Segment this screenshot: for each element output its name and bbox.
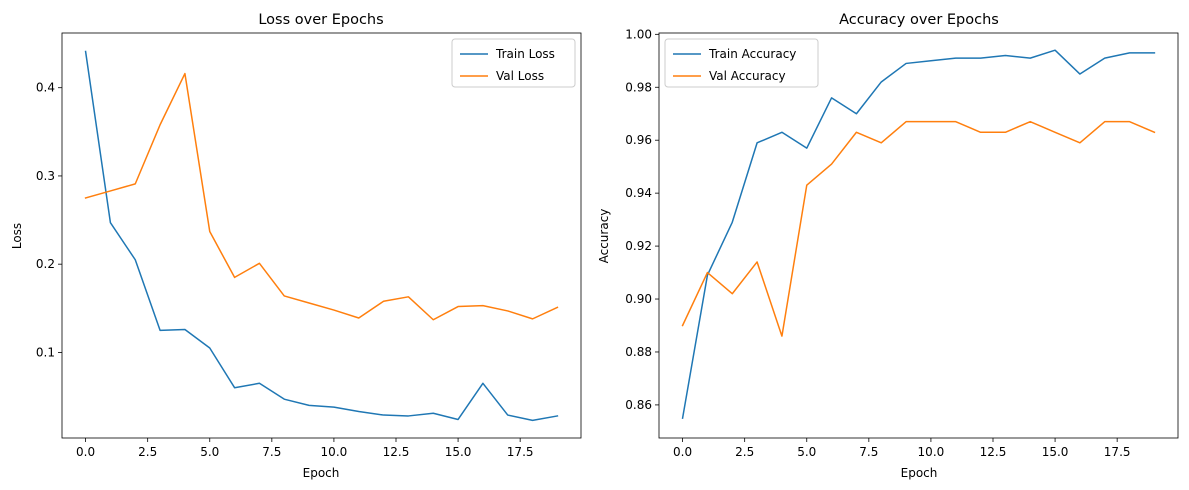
- loss-chart-xtick-label: 2.5: [138, 445, 157, 459]
- loss-chart-xtick-label: 0.0: [76, 445, 95, 459]
- loss-chart-ticks: 0.0 2.5 5.0 7.5 10.0 12.5 15.0 17.5 0.1 0.2 0.3 0.4: [36, 81, 534, 459]
- accuracy-chart-series-val-line: [681, 120, 1156, 337]
- loss-chart-series-val-line: [84, 72, 559, 321]
- loss-chart-ytick-label: 0.2: [36, 257, 55, 271]
- accuracy-chart-ytick-label: 0.90: [625, 292, 652, 306]
- loss-chart-xtick-label: 10.0: [321, 445, 348, 459]
- accuracy-chart: Accuracy over Epochs Epoch Accuracy 0.0 2…: [597, 12, 1179, 480]
- accuracy-chart-legend-box: [664, 38, 819, 88]
- accuracy-chart-xtick-label: 12.5: [980, 445, 1007, 459]
- accuracy-chart-xtick-label: 2.5: [735, 445, 754, 459]
- loss-chart-xtick-label: 12.5: [383, 445, 410, 459]
- accuracy-chart-lines: [681, 49, 1156, 420]
- loss-chart-xtick-label: 7.5: [262, 445, 281, 459]
- accuracy-chart-axes-frame: [658, 32, 1179, 439]
- accuracy-chart-ytick-label: 0.92: [625, 239, 652, 253]
- accuracy-chart-xtick-label: 5.0: [797, 445, 816, 459]
- accuracy-chart-legend-label: Val Accuracy: [709, 69, 786, 83]
- loss-chart-lines: [84, 50, 559, 422]
- loss-chart-legend: Train Loss Val Loss: [451, 38, 576, 88]
- loss-chart-xtick-label: 15.0: [445, 445, 472, 459]
- loss-chart-xtick-label: 17.5: [507, 445, 534, 459]
- accuracy-chart-ticks: 0.0 2.5 5.0 7.5 10.0 12.5 15.0 17.5 0.86 0.88 0.90…: [625, 27, 1130, 459]
- accuracy-chart-ylabel: Accuracy: [597, 209, 611, 264]
- accuracy-chart-xtick-label: 7.5: [859, 445, 878, 459]
- accuracy-chart-ytick-label: 0.96: [625, 133, 652, 147]
- loss-chart-xtick-label: 5.0: [200, 445, 219, 459]
- accuracy-chart-xtick-label: 15.0: [1042, 445, 1069, 459]
- accuracy-chart-legend: Train Accuracy Val Accuracy: [664, 38, 819, 88]
- accuracy-chart-xtick-label: 0.0: [673, 445, 692, 459]
- accuracy-chart-title: Accuracy over Epochs: [839, 12, 999, 28]
- loss-chart-title: Loss over Epochs: [258, 12, 383, 28]
- loss-chart-xlabel: Epoch: [303, 466, 340, 480]
- loss-chart-ytick-label: 0.4: [36, 81, 55, 95]
- accuracy-chart-ytick-label: 0.94: [625, 186, 652, 200]
- accuracy-chart-legend-label: Train Accuracy: [708, 47, 796, 61]
- loss-chart-ylabel: Loss: [10, 223, 24, 249]
- loss-chart-axes-frame: [61, 32, 582, 439]
- loss-chart-legend-label: Train Loss: [495, 47, 555, 61]
- loss-chart-series-train-line: [84, 50, 559, 422]
- accuracy-chart-xtick-label: 17.5: [1104, 445, 1131, 459]
- loss-chart-legend-box: [451, 38, 576, 88]
- accuracy-chart-ytick-label: 0.86: [625, 398, 652, 412]
- accuracy-chart-xlabel: Epoch: [901, 466, 938, 480]
- loss-chart-legend-label: Val Loss: [496, 69, 544, 83]
- accuracy-chart-ytick-label: 1.00: [625, 27, 652, 41]
- loss-chart-ytick-label: 0.3: [36, 169, 55, 183]
- accuracy-chart-ytick-label: 0.88: [625, 345, 652, 359]
- loss-chart-ytick-label: 0.1: [36, 345, 55, 359]
- accuracy-chart-xtick-label: 10.0: [918, 445, 945, 459]
- accuracy-chart-series-train-line: [681, 49, 1156, 420]
- accuracy-chart-ytick-label: 0.98: [625, 80, 652, 94]
- loss-chart: Loss over Epochs Epoch Loss 0.0 2.5 5.0 7.5…: [10, 12, 582, 480]
